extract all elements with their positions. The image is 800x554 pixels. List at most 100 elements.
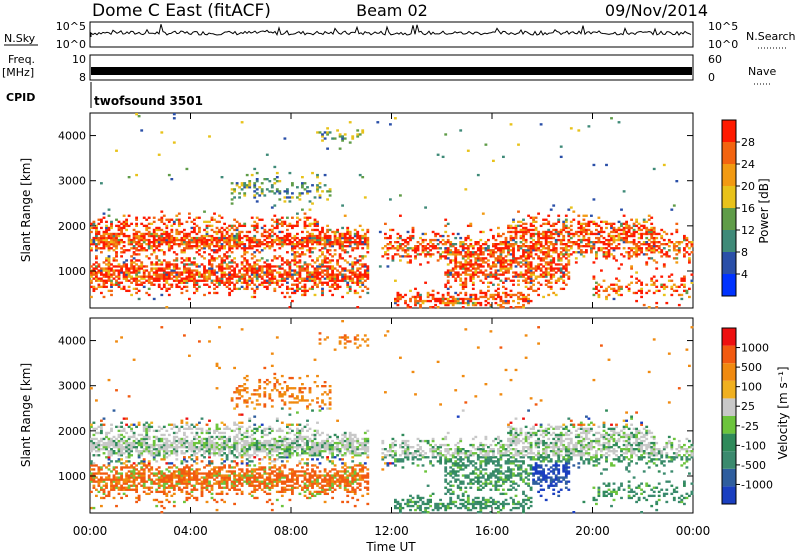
range-cell	[225, 230, 229, 234]
range-cell	[132, 241, 136, 244]
range-cell	[519, 291, 523, 295]
range-cell	[640, 289, 644, 293]
range-cell	[519, 297, 523, 301]
range-cell	[268, 236, 272, 240]
range-cell	[542, 234, 546, 238]
range-cell	[419, 299, 422, 303]
range-cell	[630, 241, 634, 244]
range-cell	[391, 247, 395, 250]
range-cell	[293, 245, 297, 248]
range-cell	[522, 245, 525, 248]
range-cell	[105, 472, 108, 475]
range-cell	[469, 243, 473, 246]
range-cell	[110, 238, 113, 242]
range-cell	[205, 283, 209, 286]
range-cell	[107, 271, 111, 274]
range-cell	[680, 283, 684, 286]
range-cell	[572, 232, 576, 236]
range-cell	[356, 241, 360, 244]
range-cell	[145, 425, 149, 429]
range-cell	[471, 275, 475, 278]
range-cell	[529, 222, 533, 226]
range-cell	[424, 299, 428, 303]
range-cell	[175, 259, 179, 262]
range-cell	[203, 275, 206, 278]
range-cell	[150, 232, 154, 236]
range-cell	[494, 247, 498, 250]
range-cell	[243, 257, 247, 260]
range-cell	[617, 293, 621, 297]
range-cell	[250, 269, 254, 272]
range-cell	[112, 488, 116, 491]
range-cell	[512, 299, 515, 303]
range-cell	[499, 249, 503, 252]
range-cell	[524, 279, 528, 282]
range-cell	[547, 241, 551, 244]
range-cell	[607, 234, 611, 238]
range-cell	[208, 259, 211, 262]
range-cell	[509, 245, 513, 248]
range-cell	[688, 261, 691, 264]
range-cell	[389, 241, 392, 244]
range-cell	[203, 245, 206, 248]
range-cell	[286, 196, 289, 199]
range-cell	[524, 222, 528, 226]
range-cell	[120, 287, 124, 291]
range-cell	[494, 269, 498, 272]
range-cell	[577, 251, 581, 254]
range-cell	[208, 291, 211, 295]
range-cell	[107, 439, 111, 443]
range-cell	[459, 263, 463, 266]
range-cell	[195, 448, 199, 451]
range-cell	[228, 273, 232, 276]
range-cell	[326, 234, 330, 238]
range-cell	[190, 261, 194, 264]
range-cell	[132, 478, 136, 481]
range-cell	[494, 271, 498, 274]
range-cell	[90, 468, 93, 471]
range-cell	[333, 249, 337, 252]
range-cell	[258, 283, 262, 286]
range-cell	[260, 281, 264, 284]
range-cell	[562, 220, 566, 224]
range-cell	[326, 267, 330, 270]
range-cell	[524, 297, 528, 301]
range-cell	[115, 245, 118, 248]
range-cell	[117, 488, 121, 491]
range-cell	[135, 236, 139, 240]
range-cell	[155, 232, 159, 236]
range-cell	[233, 218, 237, 221]
range-cell	[183, 281, 186, 284]
range-cell	[454, 273, 458, 276]
range-cell	[527, 249, 531, 252]
range-cell	[115, 275, 118, 278]
range-cell	[534, 232, 538, 236]
range-cell	[165, 474, 169, 477]
range-cell	[270, 281, 274, 284]
range-cell	[356, 232, 360, 236]
range-cell	[298, 267, 302, 270]
range-cell	[361, 277, 365, 280]
range-cell	[170, 466, 174, 469]
range-cell	[180, 462, 184, 465]
range-cell	[117, 226, 121, 230]
range-cell	[436, 251, 440, 254]
y-tick-label: 1000	[58, 265, 86, 278]
range-cell	[650, 236, 654, 240]
range-cell	[230, 277, 234, 280]
range-cell	[446, 249, 450, 252]
range-cell	[188, 480, 191, 483]
range-cell	[228, 275, 232, 278]
range-cell	[489, 271, 493, 274]
range-cell	[160, 261, 164, 264]
range-cell	[625, 232, 629, 236]
range-cell	[441, 299, 445, 303]
range-cell	[203, 247, 206, 250]
range-cell	[120, 446, 124, 449]
range-cell	[120, 232, 124, 236]
range-cell	[507, 241, 510, 244]
range-cell	[361, 275, 365, 278]
range-cell	[190, 238, 194, 242]
range-cell	[122, 241, 126, 244]
range-cell	[552, 251, 556, 254]
